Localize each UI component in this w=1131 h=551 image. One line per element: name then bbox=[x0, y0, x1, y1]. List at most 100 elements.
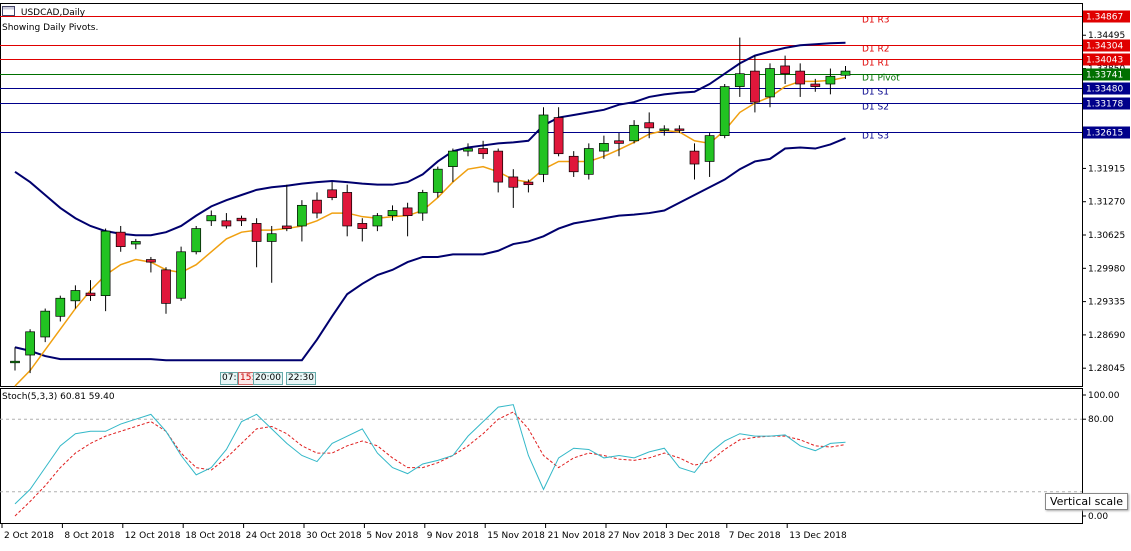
candle-body bbox=[644, 122, 655, 129]
date-axis-label: 30 Oct 2018 bbox=[306, 531, 362, 541]
stoch-signal-line bbox=[14, 411, 846, 517]
pivot-label: D1 R3 bbox=[862, 16, 890, 26]
pivot-label: D1 S1 bbox=[862, 88, 889, 98]
pivot-price-text: 1.34867 bbox=[1086, 13, 1123, 23]
candle-body bbox=[55, 297, 66, 317]
stoch-main-line bbox=[14, 404, 846, 505]
candle-body bbox=[146, 259, 156, 263]
date-axis-label: 7 Dec 2018 bbox=[729, 531, 781, 541]
candle-body bbox=[372, 215, 383, 227]
candle-body bbox=[251, 223, 262, 242]
candle-body bbox=[191, 228, 202, 253]
candle-body bbox=[689, 150, 700, 165]
pivot-price-text: 1.33480 bbox=[1086, 85, 1123, 95]
vertical-scale-tooltip: Vertical scale bbox=[1044, 493, 1128, 510]
pivot-label: D1 S3 bbox=[862, 132, 889, 142]
price-axis-label: 1.28690 bbox=[1088, 331, 1125, 341]
candle-body bbox=[40, 310, 51, 338]
pivot-price-tag bbox=[1083, 82, 1130, 95]
time-box-1: 07: bbox=[220, 372, 239, 385]
date-axis-label: 2 Oct 2018 bbox=[4, 531, 54, 541]
chart-window-icon bbox=[2, 6, 15, 16]
candle-body bbox=[432, 168, 443, 193]
pivot-price-text: 1.32615 bbox=[1086, 129, 1123, 139]
candle-body bbox=[281, 225, 292, 229]
pivot-price-tag bbox=[1083, 10, 1130, 23]
candle-body bbox=[448, 150, 458, 167]
candle-body bbox=[583, 148, 594, 175]
candle-body bbox=[463, 148, 473, 152]
date-axis-label: 13 Dec 2018 bbox=[789, 531, 847, 541]
time-box-4: 22:30 bbox=[286, 372, 316, 385]
candle-body bbox=[599, 143, 609, 152]
candle-body bbox=[840, 70, 851, 76]
candle-body bbox=[780, 65, 790, 75]
date-axis-label: 5 Nov 2018 bbox=[366, 531, 418, 541]
stoch-axis-label: 80.00 bbox=[1088, 415, 1114, 425]
pivot-price-text: 1.34043 bbox=[1086, 56, 1123, 66]
price-axis-label: 1.29335 bbox=[1088, 298, 1125, 308]
date-axis-label: 15 Nov 2018 bbox=[487, 531, 545, 541]
candle-body bbox=[70, 290, 81, 302]
candle-body bbox=[734, 73, 745, 87]
candle-body bbox=[266, 233, 277, 242]
date-axis-label: 9 Nov 2018 bbox=[427, 531, 479, 541]
pivot-price-text: 1.33178 bbox=[1086, 100, 1123, 110]
pivot-subtitle: Showing Daily Pivots. bbox=[2, 23, 99, 33]
pivot-label: D1 R1 bbox=[862, 59, 890, 69]
candle-body bbox=[553, 117, 564, 155]
bollinger-lower-band bbox=[14, 137, 846, 362]
candle-body bbox=[765, 68, 775, 98]
candle-body bbox=[629, 124, 639, 142]
pivot-price-tag bbox=[1083, 39, 1130, 52]
candle-body bbox=[387, 210, 398, 216]
candle-body bbox=[312, 199, 322, 214]
main-plot-frame bbox=[0, 3, 1083, 387]
pivot-price-text: 1.34304 bbox=[1086, 42, 1123, 52]
price-axis-label: 1.34495 bbox=[1088, 31, 1125, 41]
candle-body bbox=[176, 251, 186, 299]
candle-body bbox=[568, 155, 579, 173]
date-axis-label: 12 Oct 2018 bbox=[125, 531, 181, 541]
candle-body bbox=[161, 269, 171, 304]
stochastic-label: Stoch(5,3,3) 60.81 59.40 bbox=[2, 392, 115, 402]
candle-body bbox=[221, 220, 232, 227]
candle-body bbox=[523, 181, 534, 186]
date-axis-label: 3 Dec 2018 bbox=[668, 531, 720, 541]
candle-body bbox=[538, 114, 549, 175]
price-axis-label: 1.31270 bbox=[1088, 198, 1125, 208]
candle-body bbox=[478, 148, 488, 155]
date-axis-label: 24 Oct 2018 bbox=[246, 531, 302, 541]
candle-body bbox=[236, 217, 247, 222]
candle-body bbox=[810, 83, 821, 87]
pivot-label: D1 R2 bbox=[862, 45, 890, 55]
candle-body bbox=[825, 75, 836, 85]
stoch-plot-frame bbox=[0, 388, 1083, 524]
time-box-3: 20:00 bbox=[253, 372, 283, 385]
pivot-price-tag bbox=[1083, 53, 1130, 66]
chart-title-row: USDCAD,Daily bbox=[2, 6, 85, 18]
candle-body bbox=[659, 128, 670, 131]
candle-body bbox=[719, 86, 730, 136]
candle-body bbox=[357, 223, 368, 229]
price-axis-label: 1.28045 bbox=[1088, 364, 1125, 374]
candle-body bbox=[297, 204, 307, 227]
price-axis-label: 1.29980 bbox=[1088, 264, 1125, 274]
date-axis-label: 8 Oct 2018 bbox=[64, 531, 114, 541]
price-axis-label: 1.30625 bbox=[1088, 231, 1125, 241]
pivot-price-tag bbox=[1083, 126, 1130, 139]
candle-body bbox=[674, 128, 685, 131]
date-axis-label: 27 Nov 2018 bbox=[608, 531, 666, 541]
candle-body bbox=[750, 70, 760, 103]
pivot-price-tag bbox=[1083, 68, 1130, 81]
candle-body bbox=[417, 192, 428, 214]
candle-body bbox=[115, 231, 126, 247]
time-box-2: 15: bbox=[238, 372, 257, 385]
candle-body bbox=[614, 140, 624, 144]
stoch-axis-label: 0.00 bbox=[1088, 512, 1108, 522]
price-axis-label: 1.31915 bbox=[1088, 164, 1125, 174]
chart-title: USDCAD,Daily bbox=[20, 8, 86, 18]
candle-body bbox=[342, 192, 353, 227]
